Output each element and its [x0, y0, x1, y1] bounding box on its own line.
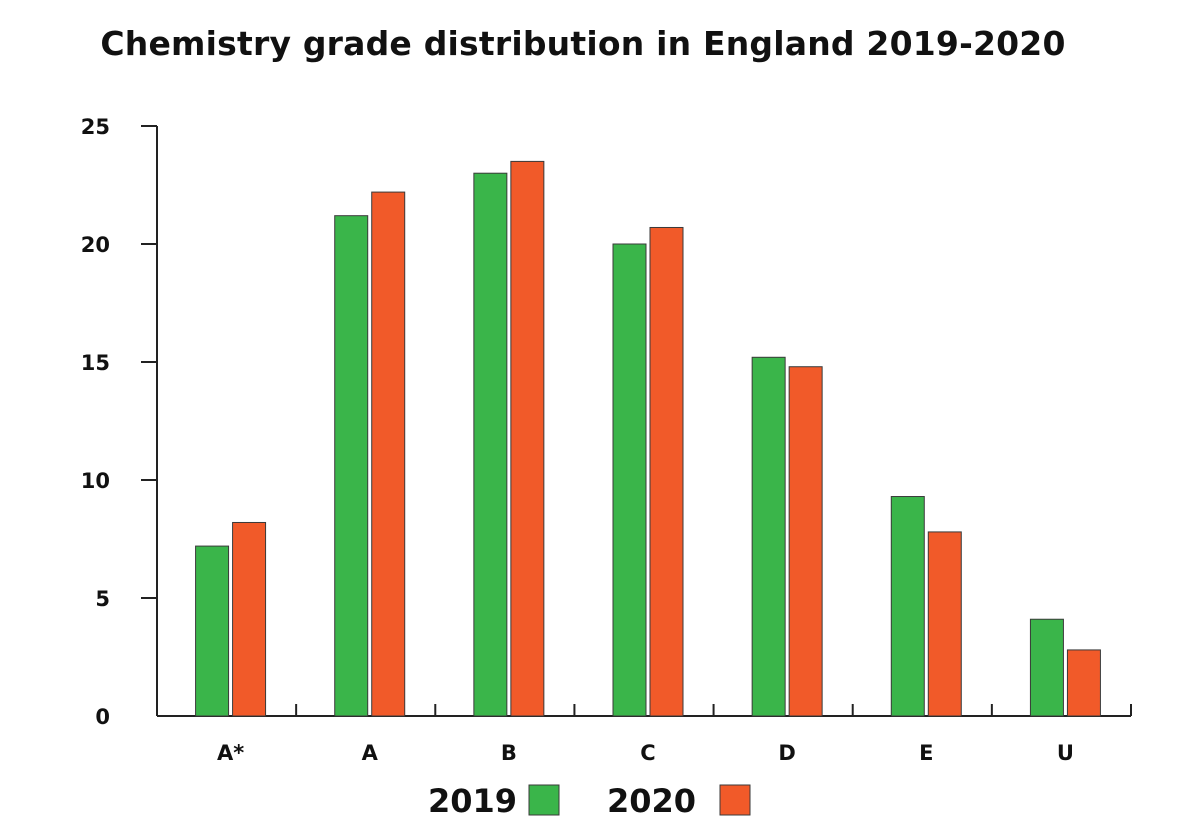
x-tick-label: A*	[217, 741, 244, 765]
chart-title: Chemistry grade distribution in England …	[100, 24, 1066, 63]
bar-2020-C	[649, 226, 684, 717]
bar-2020-A*	[232, 521, 267, 717]
x-tick-label: U	[1057, 741, 1074, 765]
y-tick-label: 10	[81, 469, 110, 493]
bar-2019-C	[612, 243, 647, 717]
legend-label-2019: 2019	[428, 782, 517, 820]
legend-label-2020: 2020	[607, 782, 696, 820]
x-tick-label: A	[362, 741, 379, 765]
bar-2019-D	[751, 356, 786, 717]
bar-2019-U	[1029, 618, 1064, 717]
bar-2019-A*	[195, 545, 230, 717]
y-tick-label: 15	[81, 351, 110, 375]
y-tick-label: 25	[81, 115, 110, 139]
x-tick-label: C	[640, 741, 655, 765]
bar-2020-D	[788, 366, 823, 717]
bars	[195, 160, 1101, 717]
y-tick-label: 5	[95, 587, 110, 611]
x-axis-ticks: A* A B C D E U	[217, 704, 1132, 765]
y-axis-ticks: 0 5 10 15 20 25	[81, 115, 157, 729]
legend: 2019 2020	[428, 782, 751, 820]
bar-2019-E	[890, 496, 925, 717]
bar-2019-B	[473, 172, 508, 717]
bar-2020-E	[927, 531, 962, 717]
bar-2020-A	[371, 191, 406, 717]
bar-2020-B	[510, 160, 545, 717]
x-tick-label: B	[501, 741, 517, 765]
legend-swatch-2020	[719, 784, 751, 816]
bar-2020-U	[1066, 649, 1101, 717]
x-tick-label: E	[919, 741, 933, 765]
x-tick-label: D	[778, 741, 795, 765]
y-tick-label: 0	[95, 705, 110, 729]
legend-swatch-2019	[528, 784, 560, 816]
bar-2019-A	[334, 215, 369, 717]
y-tick-label: 20	[81, 233, 110, 257]
